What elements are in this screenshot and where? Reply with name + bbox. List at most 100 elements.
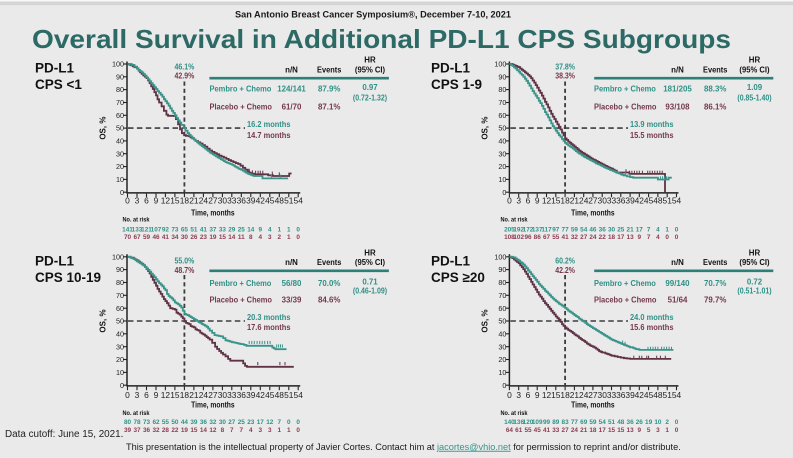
svg-text:4: 4: [656, 226, 660, 233]
svg-text:21: 21: [189, 390, 199, 400]
svg-text:32: 32: [209, 419, 217, 426]
svg-text:1: 1: [287, 226, 291, 233]
svg-text:42: 42: [256, 196, 266, 206]
svg-text:21: 21: [570, 196, 580, 206]
svg-text:90: 90: [116, 72, 124, 81]
svg-text:30: 30: [598, 196, 608, 206]
svg-text:51: 51: [284, 390, 294, 400]
svg-text:12: 12: [161, 196, 171, 206]
svg-text:1: 1: [278, 427, 282, 434]
svg-text:OS, %: OS, %: [99, 117, 108, 140]
svg-text:45: 45: [644, 196, 654, 206]
svg-text:10: 10: [116, 175, 124, 184]
svg-text:0: 0: [665, 234, 669, 241]
svg-text:33/39: 33/39: [282, 295, 302, 304]
svg-text:50: 50: [171, 419, 179, 426]
svg-text:92: 92: [162, 226, 170, 233]
svg-text:64: 64: [506, 427, 514, 434]
svg-text:67: 67: [543, 234, 551, 241]
svg-text:70: 70: [116, 291, 124, 300]
svg-text:0: 0: [675, 419, 679, 426]
svg-text:n/N: n/N: [285, 258, 298, 267]
svg-text:15.5 months: 15.5 months: [630, 130, 674, 140]
svg-text:36: 36: [237, 390, 247, 400]
svg-text:54: 54: [672, 196, 682, 206]
svg-text:141: 141: [122, 226, 133, 233]
svg-text:CPS 10-19: CPS 10-19: [35, 270, 101, 285]
svg-text:0: 0: [675, 226, 679, 233]
svg-text:4: 4: [249, 427, 253, 434]
svg-text:36: 36: [599, 226, 607, 233]
svg-text:36: 36: [200, 419, 208, 426]
svg-text:192: 192: [513, 226, 524, 233]
svg-text:0: 0: [120, 188, 124, 197]
svg-text:88.3%: 88.3%: [704, 85, 726, 94]
svg-text:n/N: n/N: [671, 65, 684, 74]
svg-text:48: 48: [653, 196, 663, 206]
svg-text:0: 0: [296, 226, 300, 233]
svg-text:6: 6: [526, 390, 531, 400]
svg-text:(95% CI): (95% CI): [739, 258, 770, 267]
svg-text:54: 54: [294, 390, 304, 400]
svg-text:(0.72-1.32): (0.72-1.32): [353, 94, 388, 103]
svg-text:100: 100: [494, 252, 506, 261]
svg-text:Data cutoff: June 15, 2021.: Data cutoff: June 15, 2021.: [5, 429, 123, 440]
svg-text:24: 24: [579, 390, 589, 400]
svg-text:48: 48: [275, 196, 285, 206]
svg-text:30: 30: [219, 419, 227, 426]
svg-text:42: 42: [635, 390, 645, 400]
svg-text:50: 50: [498, 124, 506, 133]
svg-text:No. at risk: No. at risk: [123, 217, 150, 224]
svg-text:61: 61: [515, 427, 523, 434]
svg-text:48: 48: [275, 390, 285, 400]
svg-text:36: 36: [616, 196, 626, 206]
svg-text:51/64: 51/64: [668, 295, 688, 304]
svg-text:18: 18: [180, 196, 190, 206]
svg-text:109: 109: [532, 419, 543, 426]
svg-text:0: 0: [125, 196, 130, 206]
svg-text:60: 60: [116, 111, 124, 120]
svg-text:21: 21: [570, 390, 580, 400]
svg-text:8: 8: [249, 234, 253, 241]
svg-text:93/108: 93/108: [665, 103, 690, 112]
svg-text:46.1%: 46.1%: [175, 63, 195, 72]
svg-text:19: 19: [209, 234, 217, 241]
svg-text:20: 20: [498, 162, 506, 171]
svg-text:14: 14: [200, 427, 208, 434]
svg-text:0: 0: [502, 188, 506, 197]
svg-text:4: 4: [656, 234, 660, 241]
svg-text:Overall Survival in Additional: Overall Survival in Additional PD-L1 CPS…: [32, 24, 731, 54]
svg-text:(95% CI): (95% CI): [355, 258, 386, 267]
svg-text:87.9%: 87.9%: [318, 85, 340, 94]
svg-text:27: 27: [588, 196, 598, 206]
svg-text:54: 54: [672, 390, 682, 400]
svg-text:24: 24: [199, 390, 209, 400]
svg-text:Events: Events: [317, 258, 342, 267]
svg-text:3: 3: [259, 427, 263, 434]
svg-text:30: 30: [608, 226, 616, 233]
svg-text:27: 27: [208, 196, 218, 206]
svg-text:33: 33: [227, 390, 237, 400]
svg-text:78: 78: [133, 419, 141, 426]
svg-text:27: 27: [562, 427, 570, 434]
svg-text:45: 45: [534, 427, 542, 434]
svg-text:2: 2: [278, 234, 282, 241]
svg-text:Time, months: Time, months: [191, 209, 235, 218]
svg-text:6: 6: [526, 196, 531, 206]
svg-text:CPS <1: CPS <1: [35, 77, 82, 92]
svg-text:124/141: 124/141: [277, 85, 306, 94]
svg-text:26: 26: [636, 419, 644, 426]
svg-text:39: 39: [124, 427, 132, 434]
svg-text:13: 13: [627, 234, 635, 241]
svg-text:HR: HR: [364, 249, 376, 258]
svg-text:20.3 months: 20.3 months: [247, 312, 291, 322]
svg-text:50: 50: [498, 317, 506, 326]
svg-text:39: 39: [190, 419, 198, 426]
svg-text:86: 86: [534, 234, 542, 241]
svg-text:0.71: 0.71: [362, 277, 378, 286]
svg-text:12: 12: [542, 390, 552, 400]
svg-text:41: 41: [162, 234, 170, 241]
svg-text:54: 54: [294, 196, 304, 206]
svg-text:9: 9: [154, 196, 159, 206]
svg-text:42: 42: [256, 390, 266, 400]
